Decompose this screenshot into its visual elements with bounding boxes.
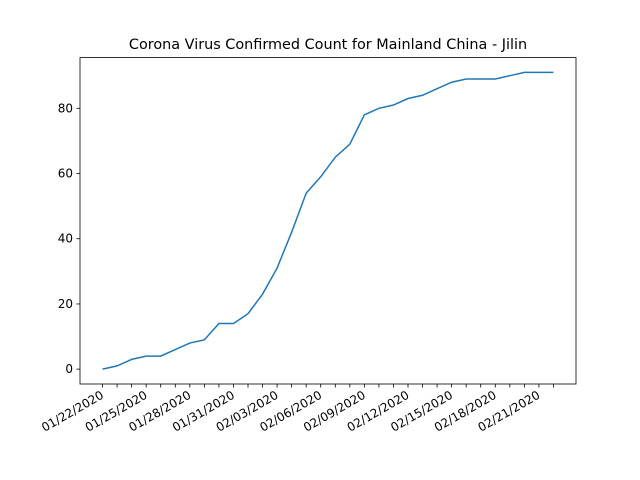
y-tick-label: 0 — [65, 362, 73, 376]
y-tick-label: 20 — [58, 297, 73, 311]
y-tick-label: 80 — [58, 101, 73, 115]
y-tick-label: 40 — [58, 232, 73, 246]
line-series — [102, 71, 554, 370]
chart-title: Corona Virus Confirmed Count for Mainlan… — [129, 37, 527, 53]
y-tick-label: 60 — [58, 167, 73, 181]
plot-frame — [79, 57, 577, 385]
